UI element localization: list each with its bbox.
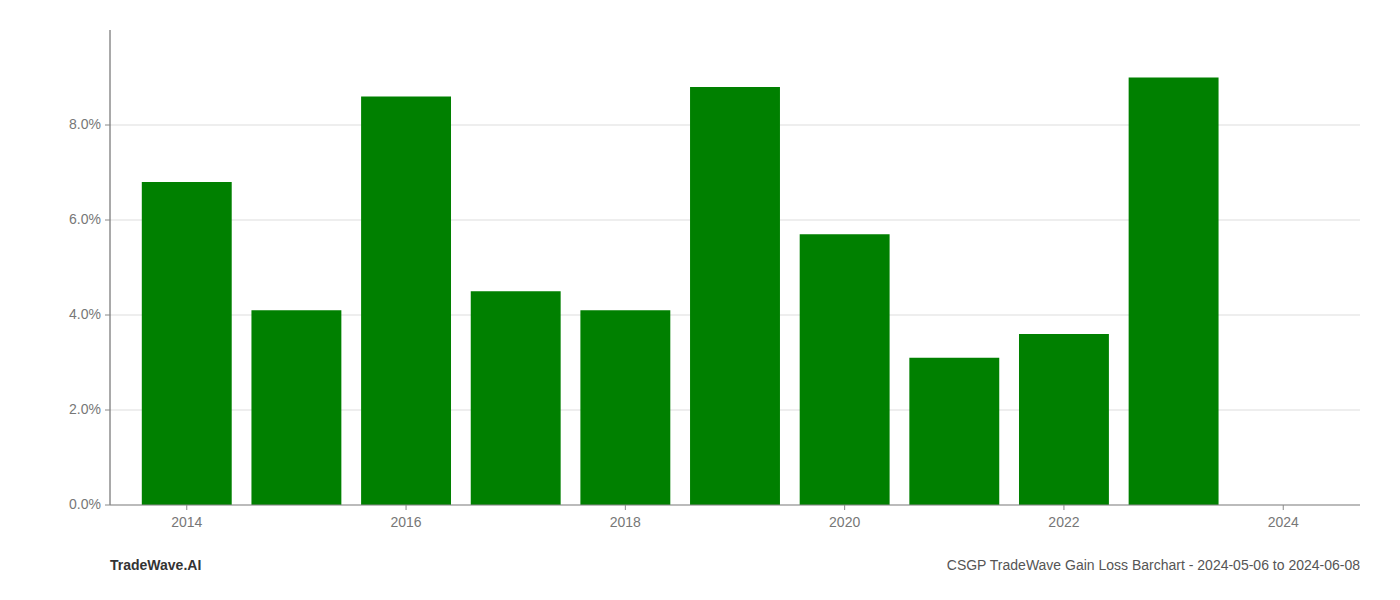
x-tick-label: 2022 [1048,514,1079,530]
y-tick [105,410,110,411]
y-tick [105,220,110,221]
x-tick [1283,505,1284,510]
y-tick-label: 6.0% [69,211,101,227]
bar [251,310,341,505]
chart-svg: 0.0% 2.0% 4.0% 6.0% 8.0% 2014 2016 2018 2020 2022… [0,0,1400,600]
y-tick-label: 2.0% [69,401,101,417]
x-axis-line [110,505,1360,506]
bar [1129,78,1219,506]
x-tick-label: 2024 [1268,514,1299,530]
x-tick-label: 2020 [829,514,860,530]
y-tick-label: 8.0% [69,116,101,132]
y-tick [105,505,110,506]
y-tick-label: 0.0% [69,496,101,512]
bar [1019,334,1109,505]
y-tick [105,125,110,126]
bar [142,182,232,505]
bar [909,358,999,505]
chart-container: 0.0% 2.0% 4.0% 6.0% 8.0% 2014 2016 2018 2020 2022… [0,0,1400,600]
x-tick [406,505,407,510]
x-tick-label: 2016 [390,514,421,530]
x-tick [625,505,626,510]
title: CSGP TradeWave Gain Loss Barchart - 2024… [947,557,1360,573]
axes: 0.0% 2.0% 4.0% 6.0% 8.0% 2014 2016 2018 2020 2022… [69,30,1360,530]
x-tick [1063,505,1064,510]
y-tick [105,315,110,316]
bar [800,234,890,505]
y-axis-line [110,30,111,505]
footer-annotation: TradeWave.AI [110,557,201,573]
x-tick-label: 2018 [610,514,641,530]
x-tick-label: 2014 [171,514,202,530]
x-tick [186,505,187,510]
y-tick-label: 4.0% [69,306,101,322]
bars [142,78,1219,506]
grid-line [110,505,1360,506]
bar [361,97,451,506]
bar [690,87,780,505]
bar [471,291,561,505]
bar [580,310,670,505]
x-tick [844,505,845,510]
